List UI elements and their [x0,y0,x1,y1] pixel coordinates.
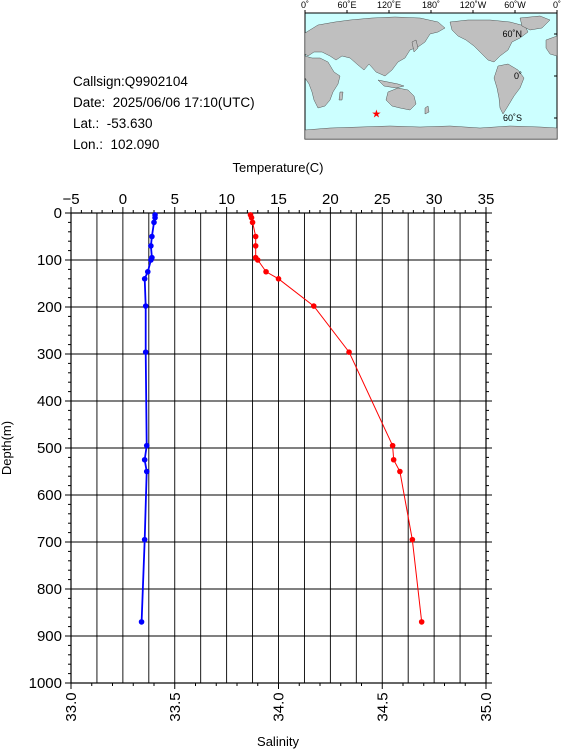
temperature-data-point [248,214,255,221]
salinity-data-point [152,214,158,221]
salinity-tick-label: 34.5 [374,692,391,721]
land-antarctica [304,125,558,140]
land-north-america [449,19,529,63]
salinity-tick-label: 33.0 [63,692,80,721]
temperature-data-point [252,243,259,249]
temperature-data-point [263,268,269,275]
callsign-text: Callsign:Q9902104 [73,74,188,89]
depth-tick-label: 400 [37,393,62,410]
map-tick-marks [304,10,558,119]
temperature-profile-line [250,214,423,622]
date-text: Date: 2025/06/06 17:10(UTC) [73,95,255,110]
salinity-data-point [141,276,148,282]
temperature-data-point [254,257,261,263]
depth-tick-label: 100 [37,252,62,269]
float-info: Callsign:Q9902104 Date: 2025/06/06 17:10… [73,71,255,155]
depth-tick-label: 800 [37,581,62,598]
depth-tick-label: 200 [37,299,62,316]
longitude-text: Lon.: 102.090 [73,137,160,152]
land-new-zealand [424,105,430,115]
temperature-axis-label: Temperature(C) [232,160,323,175]
land-eurasia [304,16,446,77]
float-location-star-icon: ★ [372,108,382,121]
land-europe-east-edge [545,35,558,57]
map-latitude-label: 0˚ [514,71,522,81]
depth-tick-labels: 0 100 200 300 400 500 600 700 800 900 1000 [29,205,62,692]
temperature-tick-label: 30 [426,191,443,208]
depth-tick-label: 300 [37,346,62,363]
temperature-tick-labels: −5 0 5 10 15 20 25 30 35 [62,191,494,208]
temperature-data-point [418,619,425,625]
map-longitude-label: 180˚ [422,0,440,10]
temperature-tick-label: 20 [322,191,339,208]
map-longitude-label: 120˚W [460,0,487,10]
land-japan [411,39,419,53]
temperature-tick-label: 0 [119,191,127,208]
salinity-data-point [142,349,149,355]
depth-tick-label: 900 [37,628,62,645]
temperature-data-point [390,456,397,463]
salinity-tick-labels: 33.0 33.5 34.0 34.5 35.0 [63,692,495,721]
land-madagascar [338,91,344,101]
depth-tick-label: 700 [37,534,62,551]
profile-chart: −5 0 5 10 15 20 25 30 35 33.0 33.5 34.0 34.5 35.0 01… [0,160,495,749]
temperature-data-point [346,349,352,355]
salinity-data-point [143,468,150,475]
land-indonesia [377,79,405,89]
latitude-text: Lat.: -53.630 [73,116,153,131]
salinity-tick-label: 34.0 [271,692,288,721]
map-frame: ★ 0˚ 60˚E 120˚E 180˚ 120˚W 60˚W 0˚ 60˚N 0˚ 60˚S [301,0,561,140]
temperature-data-point [310,303,317,309]
axis-ticks [65,207,492,689]
salinity-data-point [148,243,154,249]
temperature-tick-label: 25 [374,191,391,208]
salinity-data-point [149,233,155,240]
map-longitude-label: 60˚E [337,0,356,10]
temperature-tick-label: −5 [62,191,79,208]
depth-tick-label: 600 [37,487,62,504]
temperature-data-point [409,536,416,543]
map-longitude-label: 120˚E [377,0,401,10]
series-layer [138,212,425,625]
salinity-axis-label: Salinity [257,734,299,749]
salinity-profile-line [140,214,156,622]
temperature-tick-label: 5 [171,191,179,208]
salinity-data-point [141,456,148,463]
map-longitude-labels: 0˚ 60˚E 120˚E 180˚ 120˚W 60˚W 0˚ [301,0,561,10]
depth-tick-label: 1000 [29,675,62,692]
map-longitude-label: 0˚ [301,0,309,10]
temperature-tick-label: 15 [270,191,287,208]
map-longitude-label: 60˚W [504,0,526,10]
map-land [304,15,558,140]
salinity-data-point [138,619,145,625]
salinity-tick-label: 35.0 [478,692,495,721]
land-greenland [519,15,551,31]
salinity-data-point [148,257,154,263]
depth-tick-label: 0 [54,205,62,222]
map-longitude-label: 0˚ [553,0,561,10]
temperature-data-point [389,442,396,449]
salinity-data-point [141,536,148,543]
salinity-tick-label: 33.5 [167,692,184,721]
salinity-data-point [151,219,157,226]
temperature-data-point [275,276,282,282]
salinity-data-point [142,303,149,309]
salinity-data-point [144,268,151,275]
map-latitude-label: 60˚N [502,29,522,39]
chart-grid [71,213,486,683]
temperature-tick-label: 35 [478,191,495,208]
map-latitude-label: 60˚S [503,113,522,123]
temperature-data-point [252,233,259,240]
land-africa [304,55,341,109]
temperature-data-point [249,219,256,226]
depth-axis-label: Depth(m) [0,421,14,475]
depth-tick-label: 500 [37,440,62,457]
temperature-tick-label: 10 [218,191,235,208]
land-south-america [493,63,525,115]
temperature-data-point [397,468,403,475]
map-latitude-labels: 60˚N 0˚ 60˚S [502,29,522,123]
salinity-data-point [143,442,150,449]
land-australia [385,87,417,111]
